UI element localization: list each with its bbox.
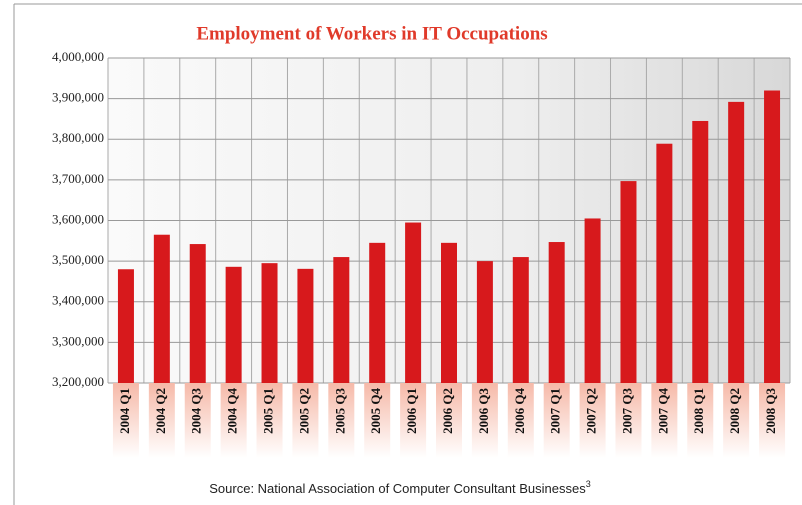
bar [441,242,457,383]
y-tick-label: 3,200,000 [52,374,104,389]
bar [225,266,242,383]
label-backdrop [723,383,750,458]
bar [692,120,709,383]
bar [512,257,529,383]
bar [153,234,170,383]
x-tick-label: 2005 Q4 [368,388,383,434]
y-tick-label: 3,600,000 [52,211,104,226]
x-tick-label: 2004 Q2 [153,388,168,434]
label-backdrop [184,383,211,458]
bar [728,101,745,383]
x-tick-label: 2007 Q3 [619,388,634,434]
bar [117,269,134,383]
x-tick-label: 2007 Q2 [584,388,599,434]
x-tick-label: 2005 Q3 [332,388,347,434]
chart-title: Employment of Workers in IT Occupations [196,23,547,44]
label-backdrop [651,383,678,458]
x-tick-label: 2008 Q2 [727,388,742,434]
x-tick-label: 2008 Q3 [763,388,778,434]
label-backdrop [579,383,606,458]
bar [333,257,350,383]
bar [584,218,601,383]
label-backdrop [543,383,570,458]
y-tick-label: 3,500,000 [52,252,104,267]
label-backdrop [759,383,786,458]
label-backdrop [687,383,714,458]
bar [548,242,565,383]
y-tick-label: 3,800,000 [52,130,104,145]
y-tick-label: 3,900,000 [52,90,104,105]
bar [476,261,493,383]
label-backdrop [148,383,175,458]
source-text: Source: National Association of Computer… [209,481,586,496]
x-tick-label: 2006 Q3 [476,388,491,434]
label-backdrop [436,383,462,458]
x-tick-label: 2004 Q3 [189,388,204,434]
x-tick-label: 2007 Q4 [655,388,670,434]
x-tick-label: 2008 Q1 [691,388,706,434]
x-tick-label: 2006 Q2 [440,388,455,434]
label-backdrop [112,383,139,458]
x-tick-label: 2006 Q4 [512,388,527,434]
bar [764,90,781,383]
label-backdrop [400,383,427,458]
label-backdrop [471,383,498,458]
bar [297,268,314,383]
bar [405,222,422,383]
y-tick-label: 3,400,000 [52,293,104,308]
bar [656,143,673,383]
y-tick-label: 4,000,000 [52,49,104,64]
x-tick-label: 2005 Q1 [261,388,276,434]
label-backdrop [615,383,642,458]
bar [261,263,278,383]
source: Source: National Association of Computer… [209,479,591,496]
bar [620,181,637,383]
y-tick-label: 3,300,000 [52,333,104,348]
x-tick-label: 2007 Q1 [548,388,563,434]
x-tick-label: 2005 Q2 [296,388,311,434]
label-backdrop [507,383,534,458]
x-tick-label: 2004 Q4 [225,388,240,434]
label-backdrop [220,383,247,458]
y-tick-label: 3,700,000 [52,171,104,186]
label-backdrop [364,383,391,458]
footnote-marker: 3 [586,479,591,489]
label-backdrop [328,383,355,458]
label-backdrop [292,383,319,458]
bar [369,242,386,383]
label-backdrop [256,383,283,458]
x-tick-label: 2006 Q1 [404,388,419,434]
bar [189,244,206,383]
x-tick-label: 2004 Q1 [117,388,132,434]
